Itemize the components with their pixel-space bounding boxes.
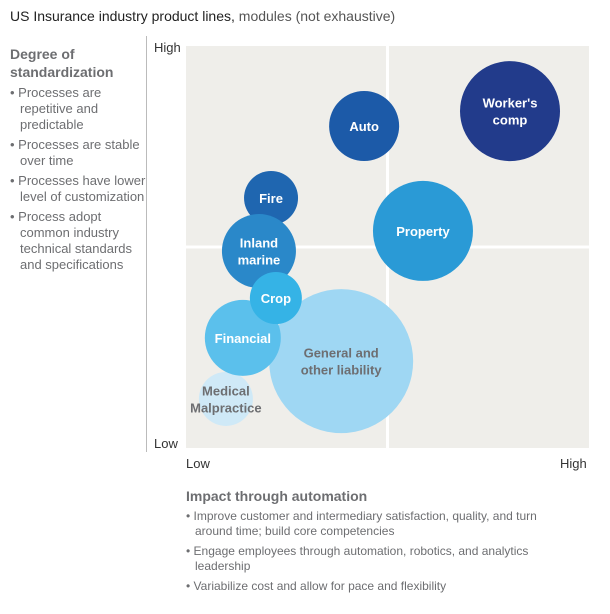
x-axis-heading: Impact through automation xyxy=(186,488,368,504)
bubble-label: Inland marine xyxy=(238,236,281,268)
title-rest: modules (not exhaustive) xyxy=(234,8,396,24)
bubble xyxy=(372,180,473,281)
bubble-label: Medical Malpractice xyxy=(190,383,262,415)
bubble xyxy=(460,61,561,162)
bubble-label: Fire xyxy=(259,191,283,206)
y-axis-description: Degree of standardization Processes are … xyxy=(10,45,150,277)
bubble xyxy=(221,214,296,289)
bubble xyxy=(249,272,302,325)
bubble-label: Financial xyxy=(215,331,271,346)
y-bullet: Processes have lower level of customizat… xyxy=(10,173,150,205)
x-bullet: Engage employees through automation, rob… xyxy=(186,544,546,574)
bubble xyxy=(329,90,400,161)
x-tick-low: Low xyxy=(186,456,210,471)
bubble-label: Crop xyxy=(261,291,291,306)
chart-title: US Insurance industry product lines, mod… xyxy=(10,8,395,24)
bubble-label: Auto xyxy=(349,119,379,134)
title-bold: US Insurance industry product lines, xyxy=(10,8,235,24)
x-bullet: Variabilize cost and allow for pace and … xyxy=(186,579,546,594)
y-tick-high: High xyxy=(154,40,181,55)
x-bullet: Improve customer and intermediary satisf… xyxy=(186,509,546,539)
x-axis-description: Impact through automation Improve custom… xyxy=(186,488,546,599)
bubble-label: Property xyxy=(396,224,450,239)
bubble xyxy=(198,371,253,426)
bubble-label: Worker's comp xyxy=(483,96,538,128)
y-bullet: Processes are repetitive and predictable xyxy=(10,85,150,133)
y-axis-heading: Degree of standardization xyxy=(10,46,114,80)
bubble-label: General and other liability xyxy=(301,346,383,378)
y-bullet: Process adopt common industry technical … xyxy=(10,209,150,273)
bubble xyxy=(244,170,299,225)
bubble xyxy=(269,289,414,434)
y-axis-line xyxy=(146,36,147,452)
x-tick-high: High xyxy=(560,456,587,471)
y-tick-low: Low xyxy=(154,436,178,451)
y-bullet: Processes are stable over time xyxy=(10,137,150,169)
